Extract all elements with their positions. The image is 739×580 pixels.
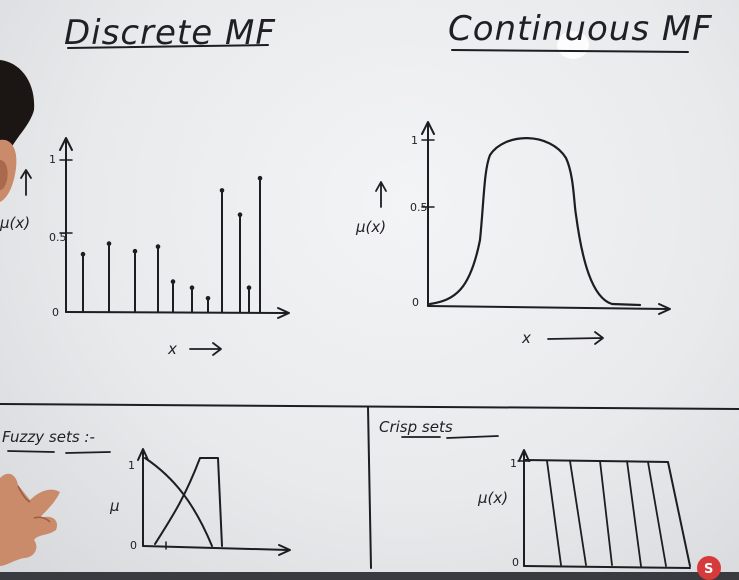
- discrete-x-axis: [65, 311, 287, 314]
- channel-logo: S: [697, 556, 721, 580]
- presenter-head: [0, 60, 35, 202]
- svg-text:S: S: [704, 562, 713, 577]
- discrete-stem-point: [257, 175, 263, 181]
- continuous-tick-label-1: 1: [411, 134, 418, 147]
- continuous-x-axis: [427, 305, 669, 310]
- continuous-tick-label-0: 0: [412, 296, 419, 309]
- board-bottom-edge: [0, 572, 739, 580]
- discrete-stem-point: [155, 244, 161, 249]
- continuous-x-label: x: [521, 329, 531, 347]
- crisp-y-label: μ(x): [477, 489, 508, 507]
- continuous-tick-label-half: 0.5: [410, 201, 428, 214]
- fuzzy-x-axis: [142, 545, 289, 551]
- fuzzy-x-arrow: [278, 544, 291, 556]
- discrete-tick-label-1: 1: [49, 153, 56, 166]
- fuzzy-sets-underline: [7, 450, 111, 454]
- discrete-stem-point: [246, 285, 252, 291]
- discrete-tick-label-0: 0: [52, 306, 59, 319]
- discrete-stem-point: [219, 188, 225, 193]
- continuous-x-label-arrow-icon: [547, 331, 604, 345]
- discrete-stem-point: [106, 241, 112, 246]
- discrete-x-label: x: [167, 340, 177, 358]
- discrete-stem-point: [80, 251, 86, 257]
- discrete-x-label-arrow-icon: [189, 342, 222, 356]
- discrete-up-arrow-icon: [20, 169, 32, 196]
- continuous-y-label: μ(x): [355, 218, 386, 236]
- presenter-hand: [0, 473, 60, 566]
- discrete-y-label: μ(x): [0, 214, 30, 232]
- discrete-tick-label-half: 0.5: [49, 231, 67, 244]
- crisp-vertical-lines: [546, 460, 667, 567]
- continuous-x-arrow: [658, 303, 671, 315]
- continuous-up-arrow-icon: [375, 181, 387, 208]
- continuous-mf-title: Continuous MF: [448, 9, 713, 49]
- crisp-y-arrow: [518, 449, 530, 462]
- crisp-sets-underline: [401, 435, 499, 439]
- horizontal-divider: [0, 403, 739, 410]
- crisp-sets-title: Crisp sets: [379, 418, 453, 436]
- discrete-stem-point: [237, 212, 243, 217]
- discrete-y-arrow: [59, 137, 73, 151]
- fuzzy-y-arrow: [137, 448, 149, 461]
- discrete-stem-point: [132, 248, 138, 254]
- crisp-tick-label-0: 0: [512, 556, 519, 569]
- continuous-y-arrow: [421, 121, 435, 135]
- discrete-stem-point: [170, 279, 176, 284]
- discrete-stem-point: [189, 285, 195, 291]
- fuzzy-tick-label-1: 1: [128, 459, 135, 472]
- fuzzy-tick-label-0: 0: [130, 539, 137, 552]
- vertical-divider: [367, 406, 372, 569]
- fuzzy-trapezoid-curve: [154, 457, 223, 547]
- fuzzy-decreasing-curve: [144, 457, 213, 547]
- crisp-tick-label-1: 1: [510, 457, 517, 470]
- fuzzy-sets-title: Fuzzy sets :-: [2, 428, 95, 446]
- crisp-rectangle: [524, 459, 691, 567]
- crisp-x-axis: [523, 565, 691, 569]
- continuous-mf-underline: [451, 49, 689, 53]
- fuzzy-y-label: μ: [109, 497, 120, 515]
- discrete-stem-point: [205, 296, 211, 301]
- discrete-mf-underline: [67, 44, 269, 49]
- continuous-curve: [428, 137, 642, 307]
- discrete-stems: [80, 175, 263, 313]
- discrete-x-arrow: [277, 307, 290, 319]
